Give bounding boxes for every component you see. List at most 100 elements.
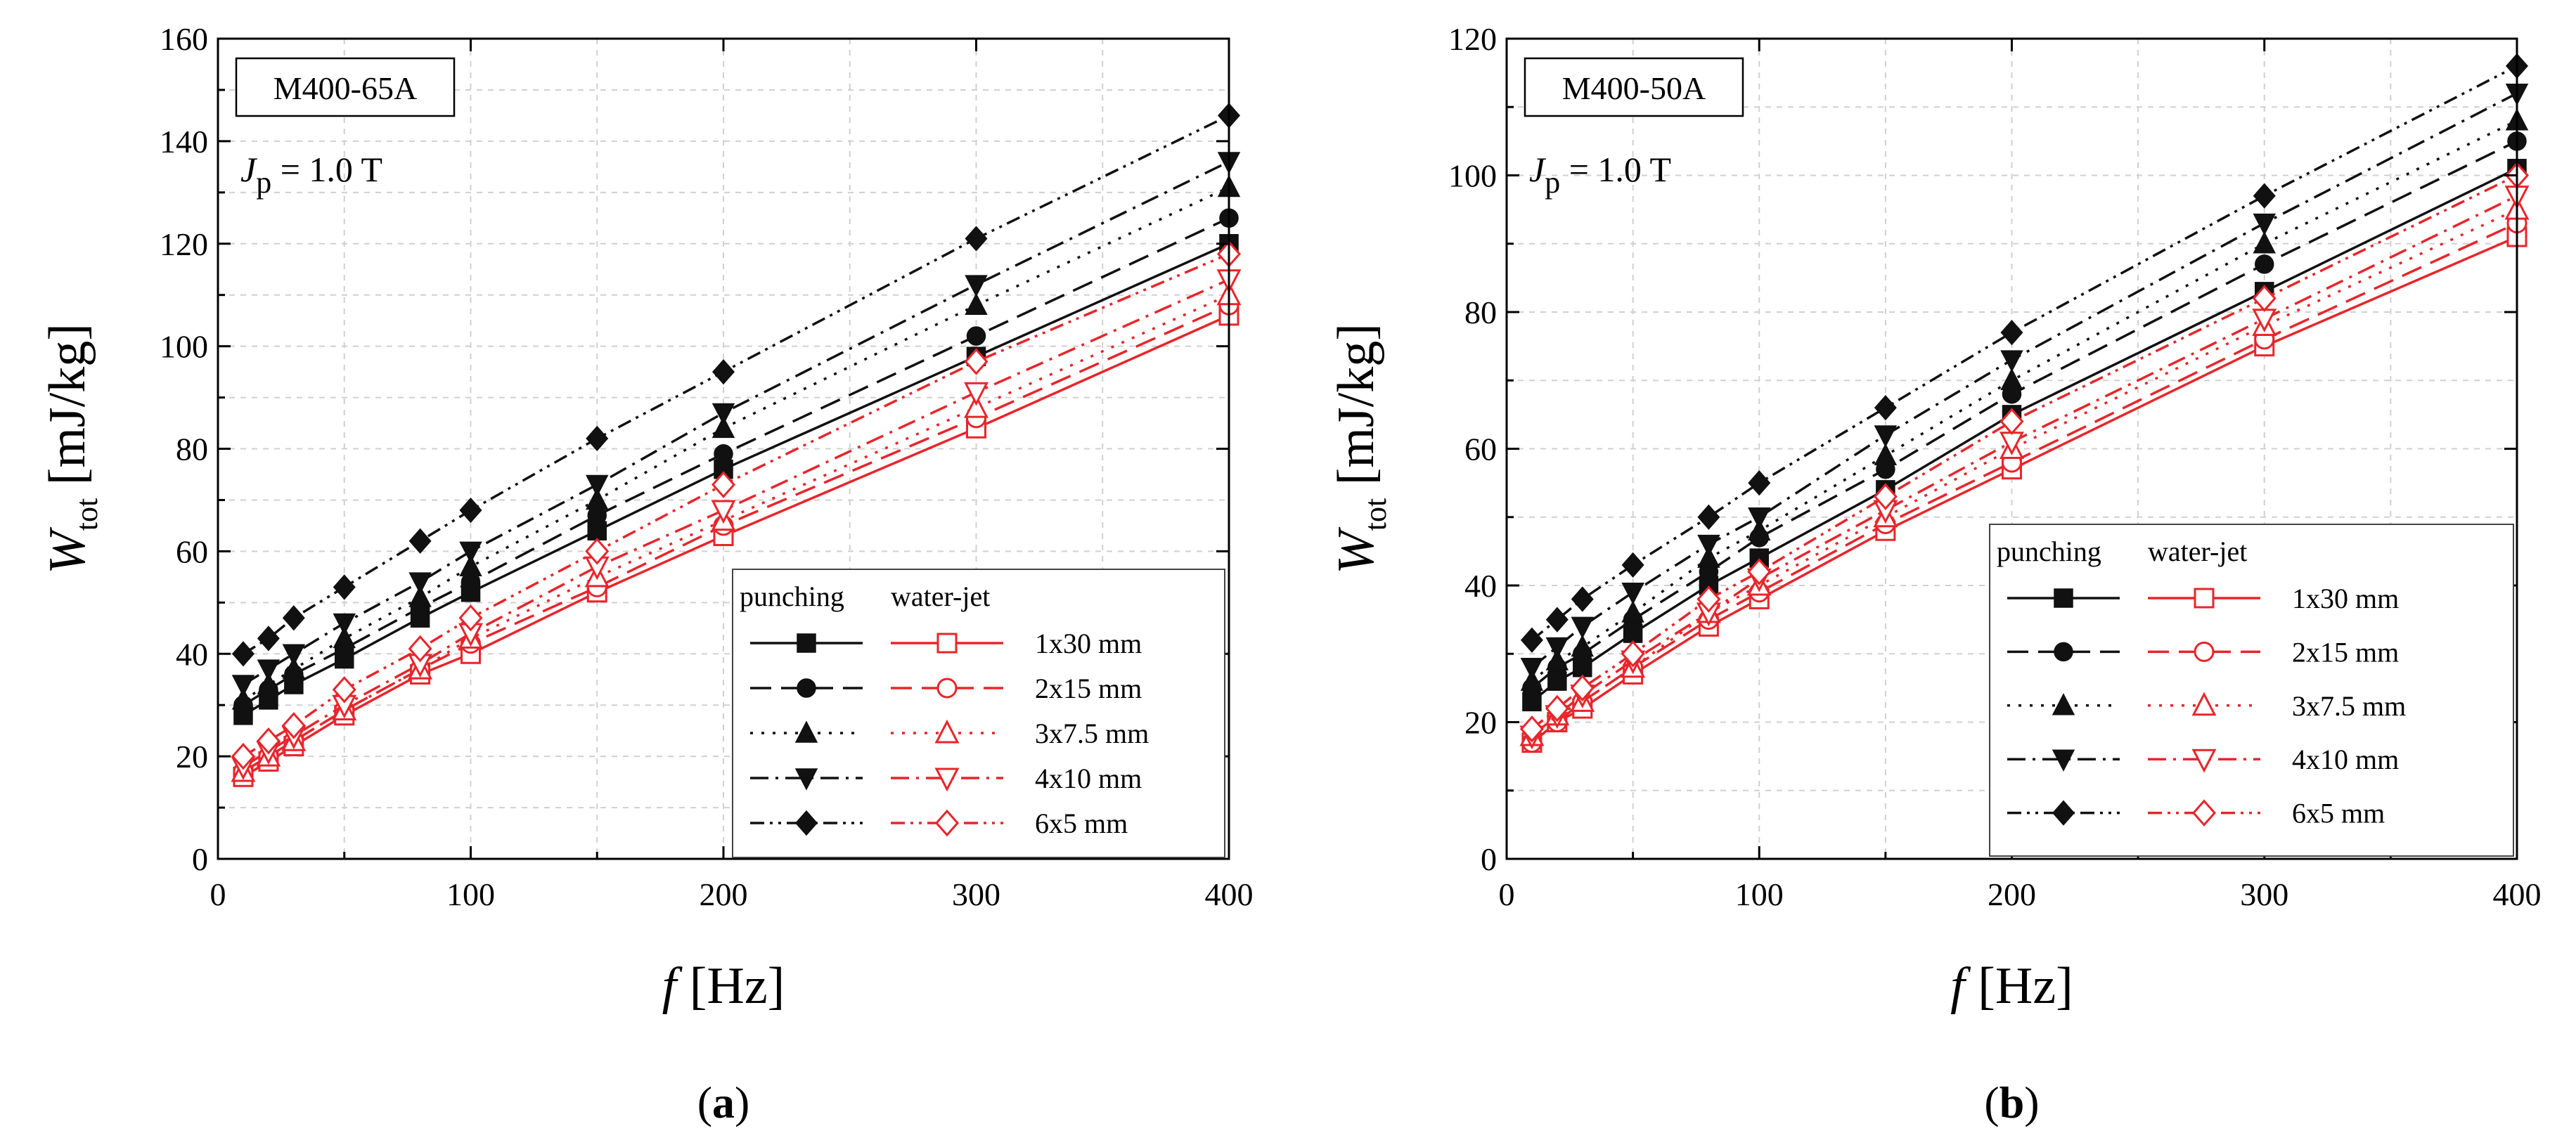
data-point-triangle-up-1	[1545, 648, 1569, 671]
caption-paren-close: )	[2024, 1077, 2039, 1127]
data-point-diamond-0	[231, 742, 255, 770]
y-tick-label: 20	[176, 739, 208, 775]
data-point-triangle-up-0	[1520, 668, 1544, 691]
data-point-triangle-up-2	[934, 719, 960, 744]
data-point-diamond-1	[256, 727, 281, 755]
y-tick-label: 40	[1464, 568, 1497, 604]
data-point-triangle-down-3	[1621, 582, 1644, 605]
data-point-triangle-down-8	[2253, 213, 2276, 236]
condition-label: Jp = 1.0 T	[1529, 150, 1671, 200]
data-point-diamond-1	[1545, 607, 1569, 633]
series-line	[1531, 167, 2518, 703]
y-axis-unit: [mJ/kg]	[39, 323, 96, 498]
data-point-diamond-5	[1747, 558, 1772, 585]
data-point-triangle-up-8	[965, 292, 988, 316]
data-point-triangle-up-3	[333, 626, 356, 649]
series-punching-3	[1520, 84, 2529, 680]
data-point-circle-1	[936, 678, 958, 699]
data-point-triangle-down-5	[459, 541, 482, 564]
data-point-triangle-up-5	[1748, 518, 1771, 540]
data-point-triangle-up-8	[2253, 231, 2276, 254]
legend-header-punching: punching	[740, 581, 844, 612]
data-point-diamond-3	[1621, 552, 1644, 578]
data-point-diamond-4	[1696, 585, 1721, 613]
series-line	[243, 314, 1230, 778]
data-point-triangle-down-0	[1520, 657, 1544, 680]
data-point-triangle-up-2	[2191, 692, 2217, 716]
data-point-triangle-up-2	[282, 656, 306, 679]
legend-entry-label: 4x10 mm	[2292, 744, 2399, 775]
condition-label: Jp = 1.0 T	[240, 150, 382, 200]
condition-subscript: p	[256, 165, 271, 200]
y-tick-label: 0	[192, 841, 208, 877]
legend-entry-label: 1x30 mm	[1035, 628, 1142, 659]
legend-entry-label: 2x15 mm	[2292, 636, 2399, 668]
legend-header-water-jet: water-jet	[2148, 536, 2247, 567]
series-punching-3	[231, 152, 1241, 697]
condition-symbol: J	[240, 150, 258, 189]
series-line	[243, 304, 1230, 773]
series-punching-4	[1520, 53, 2529, 653]
sample-label-box	[1524, 57, 1744, 117]
series-line	[243, 114, 1230, 655]
data-point-triangle-down-8	[965, 275, 988, 297]
data-point-square-0	[2054, 588, 2073, 608]
y-axis-title: Wtot [mJ/kg]	[1327, 323, 1393, 574]
x-tick-label: 400	[1205, 876, 1254, 912]
y-tick-label: 160	[160, 21, 208, 57]
series-line	[1531, 65, 2518, 642]
data-point-diamond-0	[231, 641, 255, 667]
data-point-triangle-down-3	[794, 768, 818, 791]
legend-entry-label: 6x5 mm	[1035, 808, 1128, 839]
data-point-diamond-8	[964, 348, 988, 375]
y-axis-subscript: tot	[70, 498, 104, 531]
data-point-diamond-7	[711, 358, 735, 385]
series-punching-0	[1522, 159, 2527, 712]
data-point-square-0	[797, 633, 816, 653]
series-line	[243, 242, 1230, 717]
data-point-triangle-down-3	[333, 613, 356, 636]
y-tick-label: 60	[1464, 432, 1497, 467]
caption-letter: a	[712, 1077, 735, 1127]
series-water-jet-4	[231, 240, 1242, 770]
data-point-triangle-down-6	[1874, 425, 1898, 448]
data-point-diamond-6	[1874, 395, 1897, 421]
y-axis-symbol: W	[1327, 526, 1385, 574]
x-tick-label: 100	[1735, 876, 1784, 912]
data-point-triangle-up-6	[1874, 443, 1898, 465]
data-point-diamond-4	[794, 810, 818, 836]
y-tick-label: 140	[160, 124, 208, 160]
caption-letter: b	[1999, 1077, 2025, 1127]
sample-label-box	[235, 57, 456, 117]
data-point-diamond-4	[408, 528, 432, 554]
y-axis-symbol: W	[39, 526, 96, 574]
axes: 0 100 200 300 400 0 20 40 60 80 100 120 140 160	[160, 21, 1254, 912]
data-point-diamond-8	[2253, 183, 2276, 209]
axes: 0 100 200 300 400 0 20 40 60 80 100 120	[1448, 21, 2542, 912]
data-point-triangle-up-4	[408, 585, 432, 607]
data-point-diamond-4	[934, 809, 960, 837]
data-point-diamond-8	[965, 226, 988, 252]
data-point-triangle-up-3	[1621, 600, 1644, 623]
data-point-diamond-1	[1545, 694, 1569, 723]
x-tick-label: 0	[1499, 876, 1515, 912]
data-point-diamond-7	[711, 471, 736, 498]
x-tick-label: 100	[446, 876, 495, 912]
data-point-triangle-down-3	[2052, 749, 2075, 772]
data-point-diamond-6	[586, 425, 609, 452]
data-point-diamond-0	[1520, 627, 1543, 653]
series-line	[1531, 235, 2518, 744]
data-point-diamond-7	[2000, 320, 2023, 346]
data-point-square-0	[936, 633, 958, 654]
y-tick-label: 80	[1464, 294, 1497, 330]
data-point-triangle-down-6	[586, 474, 609, 498]
data-point-diamond-2	[282, 605, 305, 631]
series-line	[1531, 140, 2518, 689]
data-point-triangle-up-6	[586, 487, 609, 510]
legend-entry-label: 3x7.5 mm	[1035, 718, 1149, 749]
x-tick-label: 400	[2493, 876, 2542, 912]
y-tick-label: 40	[176, 636, 208, 672]
legend-header-water-jet: water-jet	[891, 581, 990, 612]
legend-header-punching: punching	[1997, 536, 2101, 567]
